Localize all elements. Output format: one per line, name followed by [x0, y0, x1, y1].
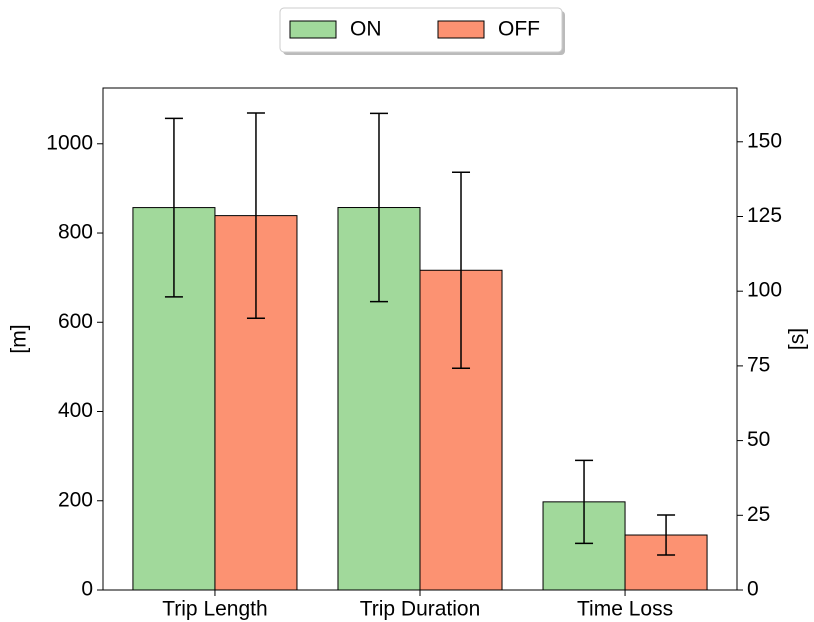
legend-label: OFF [498, 18, 540, 41]
y-tick-label: 400 [58, 399, 93, 422]
legend-swatch [437, 20, 485, 39]
y2-axis-label: [s] [786, 328, 809, 350]
x-tick-label: Time Loss [577, 598, 673, 621]
x-tick-label: Trip Length [162, 598, 267, 621]
y2-tick-label: 150 [747, 129, 782, 152]
y-tick-label: 600 [58, 310, 93, 333]
legend-box [279, 7, 563, 53]
y2-tick-label: 75 [747, 353, 770, 376]
x-tick-label: Trip Duration [360, 598, 481, 621]
y2-tick-label: 25 [747, 503, 770, 526]
y-axis-label: [m] [8, 324, 31, 353]
legend-label: ON [350, 18, 382, 41]
y2-tick-label: 0 [747, 578, 759, 601]
y2-tick-label: 100 [747, 279, 782, 302]
legend-swatch [289, 20, 337, 39]
y2-tick-label: 50 [747, 428, 770, 451]
y-tick-label: 200 [58, 488, 93, 511]
y-tick-label: 0 [81, 578, 93, 601]
y-tick-label: 800 [58, 221, 93, 244]
y2-tick-label: 125 [747, 204, 782, 227]
plot-frame [102, 87, 738, 591]
y-tick-label: 1000 [46, 131, 93, 154]
